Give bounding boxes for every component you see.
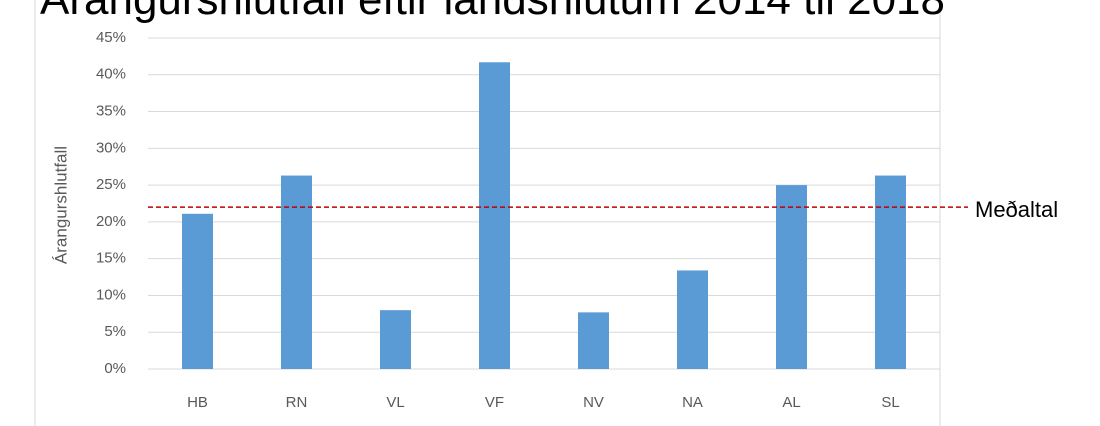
y-tick-label: 10%: [96, 286, 126, 303]
reference-label: Meðaltal: [975, 197, 1058, 222]
x-tick-label: VL: [386, 394, 404, 411]
bar: [578, 312, 609, 369]
chart-frame: [34, 0, 941, 426]
x-tick-label: AL: [782, 394, 800, 411]
bar: [380, 310, 411, 369]
y-axis-label: Árangurshlutfall: [51, 146, 70, 264]
y-tick-label: 35%: [96, 103, 126, 120]
x-tick-label: NV: [583, 394, 604, 411]
y-tick-label: 40%: [96, 66, 126, 83]
chart-title: Árangurshlutfall eftir landshlutum 2014 …: [40, 0, 945, 24]
y-tick-label: 25%: [96, 176, 126, 193]
bar: [479, 62, 510, 369]
x-tick-label: SL: [881, 394, 899, 411]
y-tick-label: 0%: [104, 360, 126, 377]
bar: [776, 185, 807, 369]
bar: [182, 213, 213, 369]
x-tick-label: VF: [485, 394, 504, 411]
bar: [281, 175, 312, 369]
x-tick-label: RN: [286, 394, 308, 411]
y-tick-label: 45%: [96, 29, 126, 46]
bar: [677, 270, 708, 369]
y-tick-label: 15%: [96, 250, 126, 267]
x-tick-label: NA: [682, 394, 703, 411]
x-tick-label: HB: [187, 394, 208, 411]
y-tick-label: 5%: [104, 323, 126, 340]
bar: [875, 175, 906, 369]
y-tick-label: 30%: [96, 139, 126, 156]
y-tick-label: 20%: [96, 213, 126, 230]
